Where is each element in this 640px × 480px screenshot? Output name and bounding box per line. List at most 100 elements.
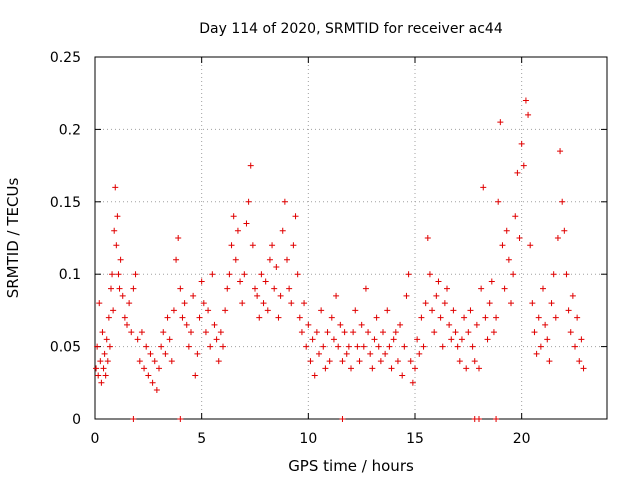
data-point (380, 329, 386, 336)
data-point (493, 314, 500, 321)
data-point (412, 365, 418, 372)
data-point (420, 343, 427, 350)
data-point (352, 307, 359, 314)
data-point (286, 285, 293, 292)
data-point (258, 271, 265, 278)
data-point (262, 278, 269, 285)
data-point (531, 329, 538, 336)
chart-title: Day 114 of 2020, SRMTID for receiver ac4… (199, 21, 503, 37)
data-point (409, 379, 416, 386)
data-point (561, 227, 568, 234)
data-point (194, 350, 201, 357)
data-point (456, 358, 463, 365)
data-point (405, 271, 412, 278)
data-point (394, 358, 401, 365)
data-point (565, 307, 572, 314)
data-point (326, 358, 333, 365)
data-point (343, 350, 350, 357)
data-point (476, 365, 482, 372)
data-point (320, 343, 327, 350)
data-point (254, 292, 261, 299)
data-point (397, 321, 404, 328)
data-point (296, 314, 303, 321)
data-point (550, 271, 557, 278)
data-point (114, 213, 121, 220)
data-point (540, 285, 546, 292)
x-tick-label: 10 (299, 431, 317, 447)
data-point (341, 329, 348, 336)
data-point (461, 314, 468, 321)
data-point (307, 358, 314, 365)
data-point (373, 314, 380, 321)
data-point (384, 307, 391, 314)
x-tick-label: 0 (91, 431, 100, 447)
data-point (202, 329, 209, 336)
data-point (316, 350, 322, 357)
data-point (269, 242, 276, 249)
data-point (209, 271, 216, 278)
data-point (484, 336, 491, 343)
data-point (407, 358, 414, 365)
data-point (284, 256, 290, 263)
data-point (535, 314, 542, 321)
data-point (298, 329, 305, 336)
data-point (153, 387, 160, 394)
data-point (482, 314, 489, 321)
data-point (245, 198, 252, 205)
data-point (392, 329, 399, 336)
x-tick-label: 15 (406, 431, 424, 447)
data-point (264, 307, 271, 314)
data-point (377, 358, 384, 365)
data-point (390, 336, 397, 343)
data-point (179, 314, 186, 321)
data-point (567, 329, 574, 336)
data-point (569, 292, 576, 299)
data-point (578, 336, 585, 343)
data-point (495, 198, 502, 205)
axis-ticks: 0 5 10 15 20 0 0.05 0.1 0.15 0.2 0.25 (50, 50, 607, 447)
gap-marker (493, 416, 500, 422)
data-point (508, 300, 514, 307)
data-point (241, 271, 248, 278)
data-point (529, 300, 536, 307)
data-point (266, 256, 273, 263)
data-point (247, 162, 254, 169)
data-points (93, 97, 587, 422)
y-tick-label: 0.2 (59, 122, 81, 138)
data-point (480, 184, 487, 191)
data-point (473, 321, 480, 328)
data-point (143, 343, 150, 350)
data-point (279, 227, 286, 234)
data-point (215, 358, 222, 365)
data-point (100, 365, 107, 372)
data-point (106, 343, 113, 350)
data-point (576, 358, 583, 365)
data-point (105, 314, 112, 321)
data-point (126, 300, 133, 307)
data-point (557, 148, 564, 155)
data-point (175, 235, 182, 241)
data-point (190, 292, 197, 299)
data-point (467, 307, 474, 314)
data-point (311, 372, 318, 379)
data-point (375, 343, 382, 350)
data-point (527, 242, 534, 249)
data-point (222, 307, 229, 314)
data-point (168, 358, 175, 365)
data-point (533, 350, 540, 357)
data-point (446, 321, 453, 328)
data-point (580, 365, 587, 372)
data-point (117, 256, 124, 263)
data-point (224, 285, 231, 292)
data-point (226, 271, 233, 278)
data-point (292, 213, 299, 220)
data-point (435, 278, 442, 285)
data-point (243, 220, 250, 227)
data-point (181, 300, 188, 307)
data-point (232, 256, 239, 263)
x-tick-label: 5 (197, 431, 206, 447)
data-point (98, 379, 105, 386)
data-point (322, 365, 329, 372)
data-point (386, 343, 393, 350)
data-point (318, 307, 325, 314)
